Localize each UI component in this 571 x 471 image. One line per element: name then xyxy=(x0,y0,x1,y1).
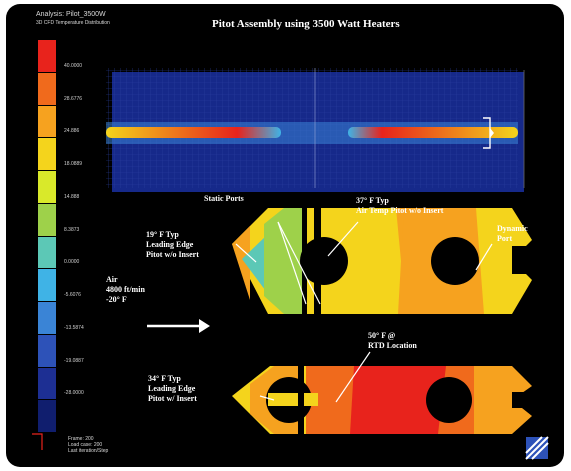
legend-value: 14.888 xyxy=(64,193,80,200)
legend-color-cell xyxy=(38,72,56,105)
strip-bracket-arrow xyxy=(490,128,494,138)
pitot-with-insert xyxy=(232,366,532,434)
legend-value: 40.0000 xyxy=(64,62,83,69)
legend-value: -13.5874 xyxy=(64,324,84,331)
legend-color-cell xyxy=(38,171,56,203)
pitot-diagram xyxy=(32,68,549,460)
legend-value: -5.6076 xyxy=(64,292,81,299)
analysis-label: Analysis: Pilot_3500W xyxy=(36,11,106,18)
leading-edge-no-insert-label: 19° F Typ Leading Edge Pitot w/o Insert xyxy=(146,230,199,259)
legend-value: 24.886 xyxy=(64,128,80,135)
strip-heat-left xyxy=(106,127,281,138)
legend-value: -19.0887 xyxy=(64,357,84,364)
leader-lines xyxy=(235,221,493,403)
legend-color-cell xyxy=(38,40,56,72)
legend-color-cell xyxy=(38,400,56,432)
strip-heat-right xyxy=(348,127,518,138)
frame-info: Frame: 200 Load case: 200 Last iteration… xyxy=(68,436,109,454)
legend-value: -28.0000 xyxy=(64,390,84,397)
legend-value: 8.3873 xyxy=(64,226,80,233)
page-title: Pitot Assembly using 3500 Watt Heaters xyxy=(212,18,400,30)
dynamic-port-label: Dynamic Port xyxy=(497,224,528,243)
logo-icon xyxy=(525,436,549,460)
rtd-label: 50° F @ RTD Location xyxy=(368,331,417,350)
color-legend xyxy=(38,40,60,433)
leading-edge-insert-label: 34° F Typ Leading Edge Pitot w/ Insert xyxy=(148,374,197,403)
axis-triad-icon xyxy=(32,433,43,450)
pitot-without-insert xyxy=(232,208,532,314)
legend-color-cell xyxy=(38,203,56,236)
air-flow-arrow xyxy=(147,319,210,333)
legend-color-cell xyxy=(38,105,56,138)
legend-value: 28.6776 xyxy=(64,95,83,102)
legend-value: 0.0000 xyxy=(64,259,80,266)
analysis-subtitle: 3D CFD Temperature Distribution xyxy=(36,20,110,26)
air-temp-label: 37° F Typ Air Temp Pitot w/o Insert xyxy=(356,196,444,215)
simulation-panel: Analysis: Pilot_3500W 3D CFD Temperature… xyxy=(6,4,564,467)
legend-color-cell xyxy=(38,334,56,367)
legend-color-cell xyxy=(38,269,56,301)
legend-color-cell xyxy=(38,236,56,269)
legend-color-cell xyxy=(38,138,56,170)
legend-color-cell xyxy=(38,302,56,334)
legend-color-cell xyxy=(38,367,56,400)
static-ports-label: Static Ports xyxy=(204,194,244,203)
legend-value: 18.0889 xyxy=(64,161,83,168)
air-flow-label: Air 4800 ft/min -20° F xyxy=(106,275,145,304)
